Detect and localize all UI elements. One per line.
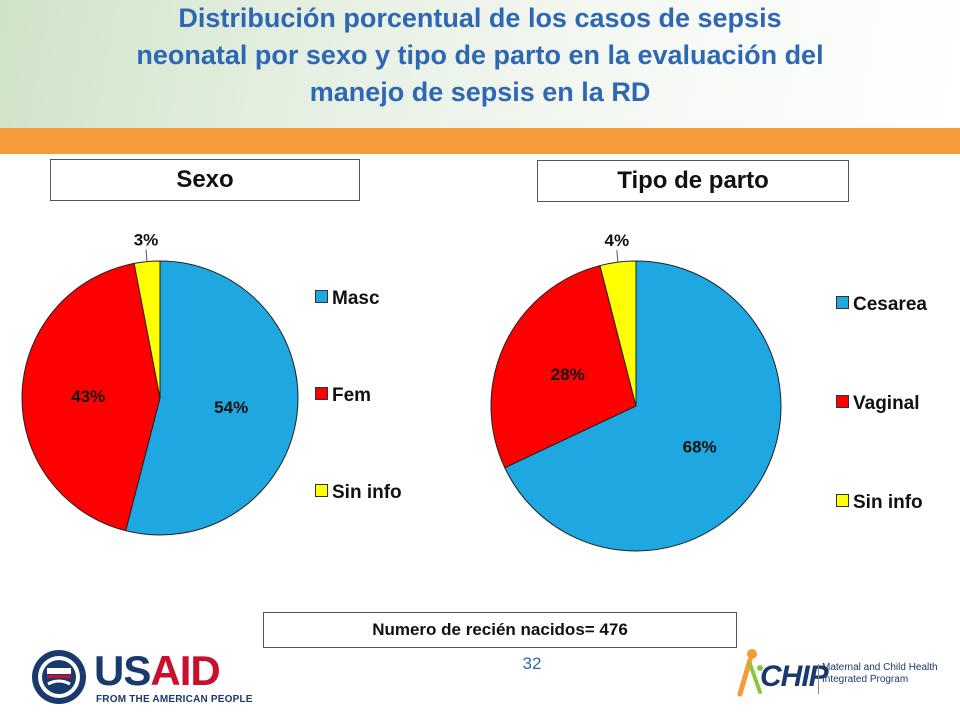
legend-swatch-masc xyxy=(315,290,328,304)
title-line-3: manejo de sepsis en la RD xyxy=(309,77,651,107)
mchip-logo: CHIP Maternal and Child Health Integrate… xyxy=(734,646,938,702)
legend-label-vaginal: Vaginal xyxy=(853,393,920,414)
mchip-figure-icon xyxy=(737,649,763,697)
usaid-wordmark: USAID xyxy=(94,647,221,694)
legend-item-fem: Fem xyxy=(315,385,371,407)
pie-chart-sexo: 54% 43% 3% xyxy=(21,231,299,536)
data-label-vaginal: 28% xyxy=(551,365,585,384)
mchip-subtitle-line-2: Integrated Program xyxy=(822,674,909,685)
header-background xyxy=(0,0,960,128)
leader-line-sin-info xyxy=(145,249,148,262)
legend-label-fem: Fem xyxy=(332,385,372,406)
legend-swatch-vaginal xyxy=(836,395,849,409)
data-label-sin-info: 4% xyxy=(605,231,630,250)
legend-sexo: Masc Fem Sin info xyxy=(315,288,435,508)
legend-item-masc: Masc xyxy=(315,288,380,310)
chart-title-sexo: Sexo xyxy=(50,159,360,201)
data-label-fem: 43% xyxy=(71,387,105,406)
legend-item-sin-info: Sin info xyxy=(836,492,923,514)
legend-swatch-sin-info xyxy=(315,484,328,498)
pie-slice-cesarea xyxy=(504,260,782,552)
data-label-sin-info: 3% xyxy=(134,231,159,250)
legend-swatch-cesarea xyxy=(836,296,849,310)
usaid-seal-icon xyxy=(32,650,86,704)
usaid-word-us: US xyxy=(94,647,151,694)
usaid-word-aid: AID xyxy=(150,647,220,694)
legend-tipo-de-parto: Cesarea Vaginal Sin info xyxy=(836,294,956,514)
pie-chart-tipo-de-parto: 68% 28% 4% xyxy=(490,231,782,552)
data-label-cesarea: 68% xyxy=(683,437,717,456)
header-orange-band xyxy=(0,128,960,154)
legend-item-vaginal: Vaginal xyxy=(836,393,920,415)
usaid-subtitle: FROM THE AMERICAN PEOPLE xyxy=(96,694,253,705)
mchip-subtitle: Maternal and Child Health Integrated Pro… xyxy=(822,662,938,686)
slide-title: Distribución porcentual de los casos de … xyxy=(40,0,920,111)
leader-line-sin-info xyxy=(616,250,619,263)
legend-item-cesarea: Cesarea xyxy=(836,294,927,316)
chart-title-tipo-de-parto: Tipo de parto xyxy=(537,160,849,202)
legend-label-sin-info: Sin info xyxy=(853,492,923,513)
legend-label-sin-info: Sin info xyxy=(332,482,402,503)
sample-size-note: Numero de recién nacidos= 476 xyxy=(263,612,737,648)
mchip-subtitle-line-1: Maternal and Child Health xyxy=(822,662,938,673)
data-label-masc: 54% xyxy=(214,398,248,417)
legend-label-masc: Masc xyxy=(332,288,380,309)
legend-label-cesarea: Cesarea xyxy=(853,294,927,315)
legend-swatch-fem xyxy=(315,387,328,401)
pie-slice-vaginal xyxy=(490,264,637,469)
page-number: 32 xyxy=(522,654,542,673)
legend-item-sin-info: Sin info xyxy=(315,482,402,504)
title-line-1: Distribución porcentual de los casos de … xyxy=(178,3,782,33)
mchip-divider xyxy=(818,664,819,694)
pie-slice-masc xyxy=(125,260,299,536)
legend-swatch-sin-info xyxy=(836,494,849,508)
mchip-wordmark: CHIP xyxy=(760,660,829,693)
usaid-logo: USAID FROM THE AMERICAN PEOPLE xyxy=(30,647,252,710)
pie-slice-fem xyxy=(21,262,161,532)
title-line-2: neonatal por sexo y tipo de parto en la … xyxy=(136,40,824,70)
